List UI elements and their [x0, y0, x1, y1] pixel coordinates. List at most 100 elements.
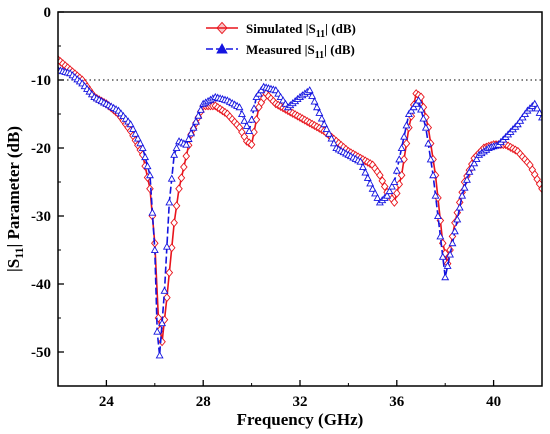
- data-point-measured: [138, 143, 147, 152]
- data-point-measured: [305, 86, 314, 94]
- legend: Simulated |S11| (dB) Measured |S11| (dB): [206, 21, 356, 61]
- data-point-measured: [395, 155, 404, 163]
- x-tick-label: 28: [196, 394, 211, 410]
- data-point-measured: [446, 250, 455, 258]
- data-point-measured: [189, 123, 198, 131]
- data-point-measured: [131, 129, 140, 137]
- legend-marker: [216, 43, 228, 54]
- data-point-measured: [404, 109, 413, 118]
- data-point-measured: [407, 106, 416, 114]
- series-layer: [58, 55, 542, 359]
- data-point-simulated: [390, 197, 399, 207]
- data-point-measured: [182, 140, 191, 148]
- data-point-simulated: [250, 127, 258, 137]
- data-point-measured: [235, 103, 244, 111]
- data-point-measured: [438, 252, 447, 260]
- data-point-measured: [165, 198, 174, 206]
- data-point-measured: [535, 108, 542, 116]
- data-point-measured: [308, 91, 317, 99]
- data-point-simulated: [163, 293, 171, 303]
- data-point-measured: [450, 227, 459, 235]
- data-point-simulated: [397, 170, 406, 180]
- data-point-measured: [383, 191, 392, 199]
- data-point-simulated: [247, 140, 256, 150]
- data-point-measured: [242, 121, 251, 129]
- data-point-measured: [443, 261, 452, 269]
- data-point-measured: [400, 132, 409, 140]
- data-point-measured: [245, 126, 254, 135]
- data-point-simulated: [378, 176, 387, 186]
- legend-marker: [216, 21, 228, 35]
- data-point-measured: [363, 173, 372, 181]
- data-point-measured: [194, 111, 203, 119]
- data-point-measured: [465, 167, 474, 175]
- data-point-measured: [312, 103, 321, 111]
- data-point-simulated: [170, 218, 178, 228]
- data-point-measured: [317, 114, 326, 122]
- data-point-simulated: [167, 243, 176, 253]
- data-point-measured: [448, 239, 457, 247]
- data-point-measured: [252, 92, 261, 101]
- data-point-measured: [368, 184, 377, 192]
- data-point-measured: [458, 191, 467, 199]
- data-point-measured: [530, 99, 539, 107]
- data-point-measured: [145, 171, 154, 179]
- y-tick-label: 0: [44, 5, 52, 21]
- data-point-measured: [187, 129, 196, 137]
- data-point-measured: [322, 124, 331, 132]
- y-tick-label: -30: [31, 209, 51, 225]
- data-point-simulated: [165, 268, 174, 278]
- data-point-measured: [371, 189, 379, 197]
- data-point-measured: [516, 116, 525, 124]
- data-point-measured: [460, 183, 469, 191]
- series-line-measured: [58, 69, 542, 356]
- data-point-measured: [126, 120, 135, 128]
- data-point-measured: [373, 193, 382, 201]
- data-point-measured: [184, 134, 193, 142]
- x-tick-label: 36: [389, 394, 405, 410]
- data-point-measured: [463, 175, 471, 183]
- data-point-simulated: [402, 138, 411, 148]
- data-point-measured: [387, 182, 396, 190]
- data-point-measured: [356, 157, 365, 165]
- legend-sample-measured: [206, 43, 238, 54]
- data-point-measured: [436, 232, 445, 240]
- data-point-measured: [361, 168, 370, 176]
- data-point-measured: [533, 104, 542, 112]
- y-axis-title: |S11| Parameter (dB): [4, 126, 26, 272]
- data-point-measured: [538, 113, 542, 121]
- data-point-measured: [518, 113, 527, 121]
- data-point-measured: [191, 117, 200, 125]
- data-point-measured: [409, 103, 418, 111]
- data-point-measured: [390, 177, 399, 186]
- data-point-measured: [327, 134, 336, 142]
- data-point-measured: [358, 162, 367, 171]
- data-point-measured: [472, 154, 481, 163]
- data-point-measured: [141, 152, 150, 161]
- data-point-measured: [467, 163, 476, 171]
- plot-frame: [57, 11, 543, 387]
- data-point-measured: [133, 134, 142, 142]
- y-tick-label: -20: [31, 141, 51, 157]
- data-point-measured: [441, 273, 450, 281]
- data-point-measured: [247, 115, 256, 123]
- y-tick-label: -40: [31, 277, 51, 293]
- data-point-measured: [419, 114, 428, 122]
- data-point-measured: [250, 104, 258, 112]
- y-tick-label: -50: [31, 345, 51, 361]
- legend-label-simulated: Simulated |S11| (dB): [246, 21, 356, 40]
- data-point-measured: [155, 351, 164, 359]
- data-point-simulated: [376, 170, 384, 180]
- data-point-measured: [412, 99, 421, 107]
- data-point-measured: [397, 143, 406, 152]
- data-point-measured: [414, 96, 423, 104]
- data-point-measured: [470, 159, 479, 167]
- data-point-measured: [455, 203, 464, 211]
- data-point-measured: [421, 123, 430, 131]
- data-point-measured: [237, 109, 246, 118]
- data-point-measured: [320, 120, 329, 128]
- data-point-measured: [143, 162, 152, 170]
- data-point-measured: [385, 186, 394, 195]
- data-point-measured: [417, 105, 425, 113]
- data-point-measured: [310, 97, 319, 105]
